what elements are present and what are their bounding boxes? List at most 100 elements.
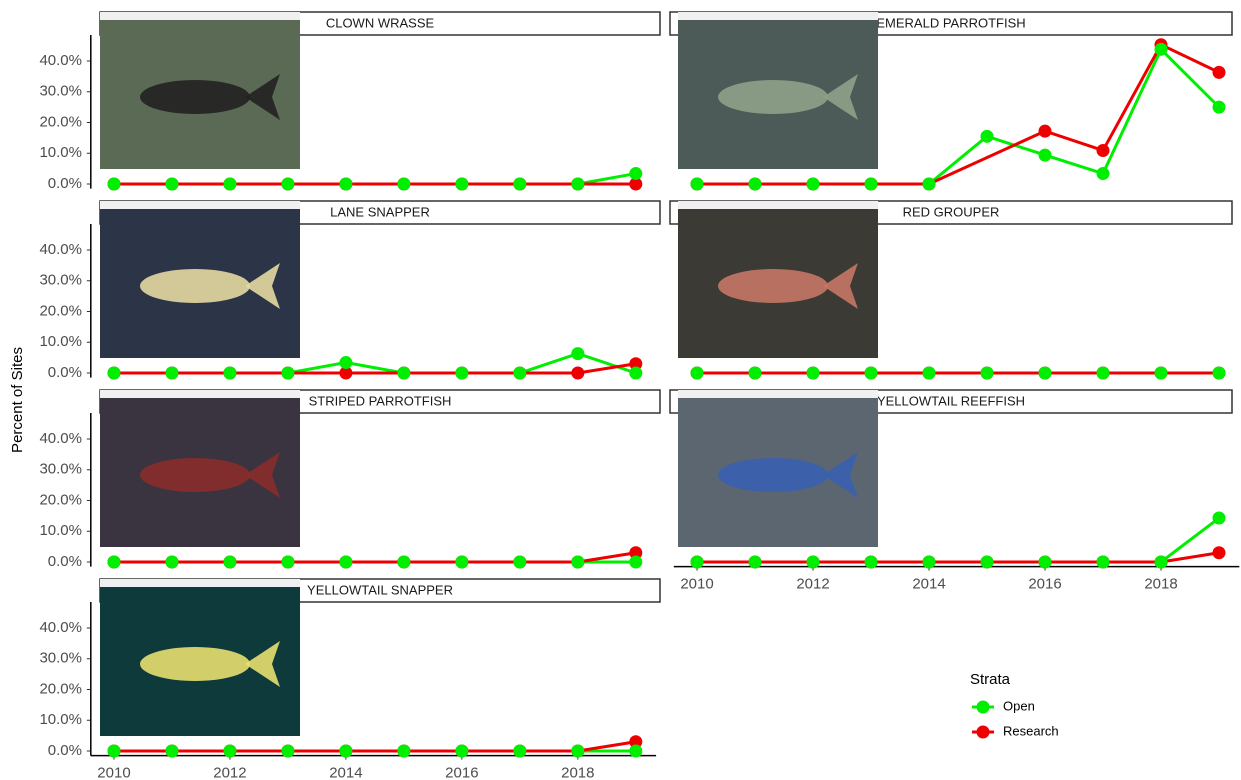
data-point xyxy=(806,555,820,569)
data-point xyxy=(165,555,179,569)
data-point xyxy=(571,744,585,758)
x-tick-label: 2012 xyxy=(213,765,246,780)
y-tick-label: 10.0% xyxy=(39,711,82,728)
data-point xyxy=(629,555,643,569)
fish-tail xyxy=(245,641,280,687)
y-tick-label: 40.0% xyxy=(39,52,82,69)
data-point xyxy=(339,356,353,370)
x-tick-label: 2016 xyxy=(1028,576,1061,593)
data-point xyxy=(397,366,411,380)
data-point xyxy=(629,735,643,749)
photo-titlebar xyxy=(100,201,300,209)
fish-shape xyxy=(140,647,250,681)
y-tick-label: 40.0% xyxy=(39,430,82,447)
series-line xyxy=(697,551,1220,564)
data-point xyxy=(629,546,643,560)
data-point xyxy=(513,177,527,191)
data-point xyxy=(513,555,527,569)
data-point xyxy=(1154,42,1168,56)
data-point xyxy=(806,366,820,380)
y-tick-label: 40.0% xyxy=(39,241,82,258)
data-point xyxy=(107,366,121,380)
x-tick-label: 2014 xyxy=(912,576,945,593)
data-point xyxy=(455,177,469,191)
data-point xyxy=(629,357,643,371)
data-point xyxy=(223,744,237,758)
data-point xyxy=(1038,366,1052,380)
photo-titlebar xyxy=(678,390,878,398)
panel-title: YELLOWTAIL REEFFISH xyxy=(877,393,1025,408)
data-point xyxy=(513,744,527,758)
data-point xyxy=(165,366,179,380)
data-point xyxy=(339,177,353,191)
data-point xyxy=(629,167,643,181)
data-point xyxy=(281,744,295,758)
data-point xyxy=(748,177,762,191)
panel-title: STRIPED PARROTFISH xyxy=(309,393,452,408)
data-point xyxy=(339,744,353,758)
photo-titlebar xyxy=(100,390,300,398)
data-point xyxy=(165,744,179,758)
data-point xyxy=(1154,366,1168,380)
legend-title: Strata xyxy=(970,671,1011,688)
data-point xyxy=(629,366,643,380)
data-point xyxy=(223,555,237,569)
fish-shape xyxy=(718,458,828,492)
data-point xyxy=(1038,148,1052,162)
data-point xyxy=(339,366,353,380)
fish-tail xyxy=(245,452,280,498)
data-point xyxy=(864,366,878,380)
x-tick-label: 2018 xyxy=(561,765,594,780)
data-point xyxy=(223,366,237,380)
data-point xyxy=(455,366,469,380)
x-tick-label: 2010 xyxy=(97,765,130,780)
data-point xyxy=(107,555,121,569)
data-point xyxy=(1038,555,1052,569)
data-point xyxy=(864,555,878,569)
y-tick-label: 30.0% xyxy=(39,461,82,478)
data-point xyxy=(922,177,936,191)
data-point xyxy=(1038,124,1052,138)
data-point xyxy=(629,177,643,191)
fish-shape xyxy=(140,80,250,114)
data-point xyxy=(339,555,353,569)
fish-tail xyxy=(245,74,280,120)
data-point xyxy=(806,177,820,191)
data-point xyxy=(1096,167,1110,181)
data-point xyxy=(1096,555,1110,569)
data-point xyxy=(455,555,469,569)
x-tick-label: 2016 xyxy=(445,765,478,780)
y-tick-label: 30.0% xyxy=(39,650,82,667)
photo-titlebar xyxy=(100,12,300,20)
y-tick-label: 0.0% xyxy=(48,742,82,759)
data-point xyxy=(922,555,936,569)
data-point xyxy=(1096,143,1110,157)
y-tick-label: 0.0% xyxy=(48,553,82,570)
series-line xyxy=(113,362,637,375)
photo-titlebar xyxy=(678,12,878,20)
data-point xyxy=(980,129,994,143)
y-tick-label: 20.0% xyxy=(39,302,82,319)
data-point xyxy=(1154,555,1168,569)
data-point xyxy=(980,366,994,380)
y-tick-label: 20.0% xyxy=(39,491,82,508)
data-point xyxy=(1212,65,1226,79)
data-point xyxy=(513,366,527,380)
data-point xyxy=(571,177,585,191)
data-point xyxy=(864,177,878,191)
series-line xyxy=(113,551,637,564)
data-point xyxy=(107,744,121,758)
data-point xyxy=(980,555,994,569)
data-point xyxy=(690,366,704,380)
data-point xyxy=(107,177,121,191)
data-point xyxy=(455,744,469,758)
panel-title: LANE SNAPPER xyxy=(330,204,430,219)
data-point xyxy=(281,366,295,380)
data-point xyxy=(748,366,762,380)
data-point xyxy=(690,177,704,191)
data-point xyxy=(281,177,295,191)
fish-shape xyxy=(140,269,250,303)
fish-tail xyxy=(823,263,858,309)
x-tick-label: 2012 xyxy=(796,576,829,593)
